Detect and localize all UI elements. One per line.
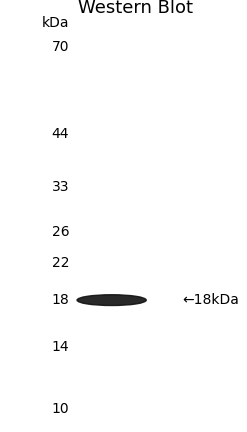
Text: 33: 33 [52, 180, 69, 194]
Ellipse shape [77, 295, 146, 305]
Text: kDa: kDa [42, 16, 69, 30]
Text: Western Blot: Western Blot [78, 0, 193, 17]
Text: 26: 26 [52, 225, 69, 239]
Text: 10: 10 [52, 403, 69, 416]
Text: 22: 22 [52, 256, 69, 270]
Text: 14: 14 [52, 340, 69, 354]
Text: 18: 18 [51, 293, 69, 307]
Text: 44: 44 [52, 127, 69, 141]
Text: 70: 70 [52, 41, 69, 54]
Text: ←18kDa: ←18kDa [183, 293, 240, 307]
